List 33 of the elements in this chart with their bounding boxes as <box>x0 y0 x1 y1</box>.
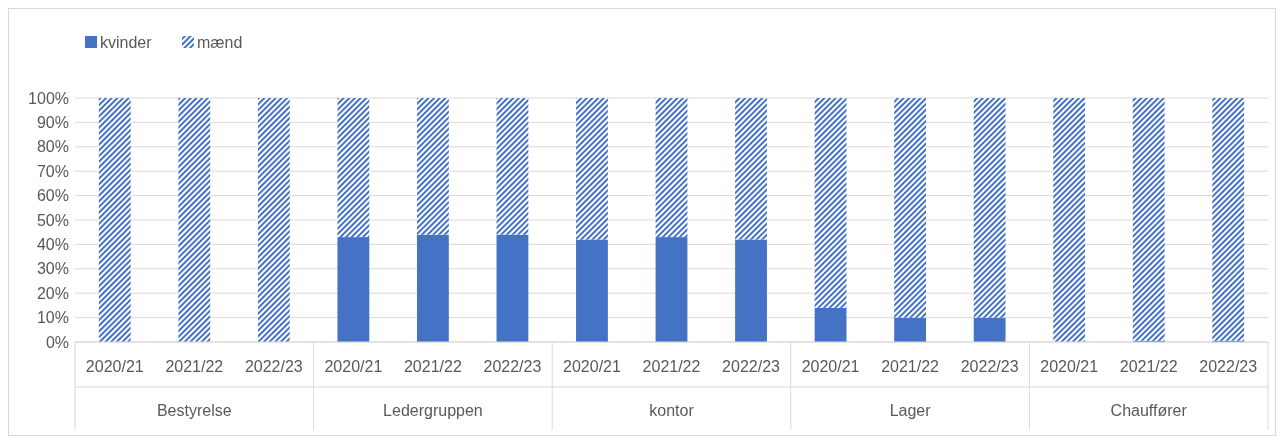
x-tick-label: 2021/22 <box>1119 358 1178 375</box>
y-tick-label: 90% <box>36 114 69 131</box>
x-tick-label: 2021/22 <box>881 358 940 375</box>
y-tick-label: 20% <box>36 284 69 302</box>
y-tick-label: 50% <box>36 211 69 229</box>
x-tick-label: 2020/21 <box>85 358 144 375</box>
text: Ledergruppen <box>383 402 483 419</box>
y-tick-label: 100% <box>28 89 69 107</box>
text: Bestyrelse <box>156 402 232 419</box>
text: Lager <box>889 402 932 419</box>
x-tick-label: 2021/22 <box>165 358 224 375</box>
y-tick-label: 40% <box>36 236 69 253</box>
y-tick-label: 60% <box>36 187 69 205</box>
y-tick-label: 70% <box>36 162 69 180</box>
y-tick-label: 0% <box>45 333 69 351</box>
y-tick-label: 80% <box>36 138 69 156</box>
x-tick-label: 2021/22 <box>642 358 701 375</box>
x-tick-label: 2022/23 <box>244 358 303 375</box>
x-tick-label: 2020/21 <box>1040 358 1099 375</box>
x-tick-label: 2022/23 <box>1199 358 1258 375</box>
x-tick-label: 2022/23 <box>722 358 781 375</box>
x-tick-label: 2021/22 <box>403 358 462 375</box>
legend-label: kvinder <box>100 33 153 51</box>
x-tick-label: 2020/21 <box>801 358 860 375</box>
x-tick-label: 2020/21 <box>324 358 383 375</box>
y-tick-label: 10% <box>36 309 69 327</box>
text: kontor <box>649 402 695 419</box>
x-tick-label: 2022/23 <box>960 358 1019 375</box>
text: Chauffører <box>1110 402 1188 419</box>
legend-label: mænd <box>197 33 243 51</box>
x-tick-label: 2020/21 <box>563 358 621 375</box>
x-tick-label: 2022/23 <box>483 358 542 375</box>
y-tick-label: 30% <box>36 260 69 278</box>
